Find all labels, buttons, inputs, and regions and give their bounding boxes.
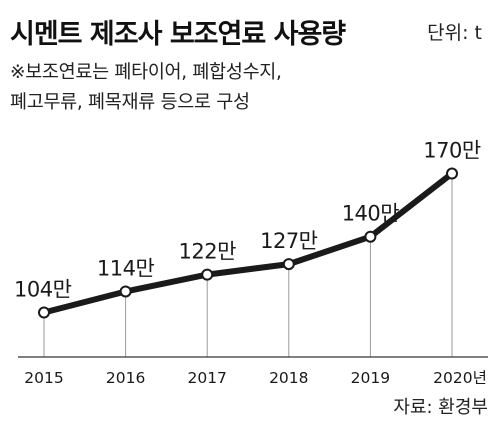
footnote-line-2: 폐고무류, 폐목재류 등으로 구성 bbox=[10, 92, 250, 113]
data-label-2016: 114만 bbox=[97, 256, 155, 280]
data-labels: 104만 114만 122만 127만 140만 170만 bbox=[14, 139, 481, 302]
data-markers bbox=[38, 167, 458, 319]
title-row: 시멘트 제조사 보조연료 사용량 단위: t bbox=[10, 12, 490, 51]
chart-title: 시멘트 제조사 보조연료 사용량 bbox=[10, 19, 346, 50]
x-tick-2018: 2018 bbox=[269, 369, 308, 387]
data-label-2019: 140만 bbox=[342, 202, 400, 226]
data-point-2019 bbox=[364, 230, 377, 243]
data-point-2018 bbox=[282, 258, 295, 271]
x-tick-2015: 2015 bbox=[24, 369, 63, 387]
data-point-2020년 bbox=[446, 167, 458, 180]
data-label-2015: 104만 bbox=[14, 278, 72, 302]
data-point-2015 bbox=[38, 306, 50, 319]
data-label-2017: 122만 bbox=[178, 240, 236, 264]
data-point-2016 bbox=[119, 285, 132, 298]
source-credit: 자료: 환경부 bbox=[393, 397, 488, 418]
footnote-line-1: ※보조연료는 폐타이어, 폐합성수지, bbox=[10, 62, 282, 83]
drop-lines bbox=[43, 173, 453, 357]
unit-label: 단위: t bbox=[427, 22, 482, 44]
x-tick-labels: 2015 2016 2017 2018 2019 2020년 bbox=[24, 369, 487, 387]
data-point-2017 bbox=[201, 268, 214, 281]
series-line bbox=[41, 170, 455, 316]
footnote: ※보조연료는 폐타이어, 폐합성수지, 폐고무류, 폐목재류 등으로 구성 bbox=[10, 58, 490, 118]
x-tick-2020년: 2020년 bbox=[433, 369, 487, 387]
data-label-2018: 127만 bbox=[260, 229, 318, 253]
data-label-2020년: 170만 bbox=[423, 139, 481, 163]
x-tick-2017: 2017 bbox=[187, 369, 226, 387]
x-tick-2016: 2016 bbox=[106, 369, 145, 387]
x-tick-2019: 2019 bbox=[351, 369, 390, 387]
